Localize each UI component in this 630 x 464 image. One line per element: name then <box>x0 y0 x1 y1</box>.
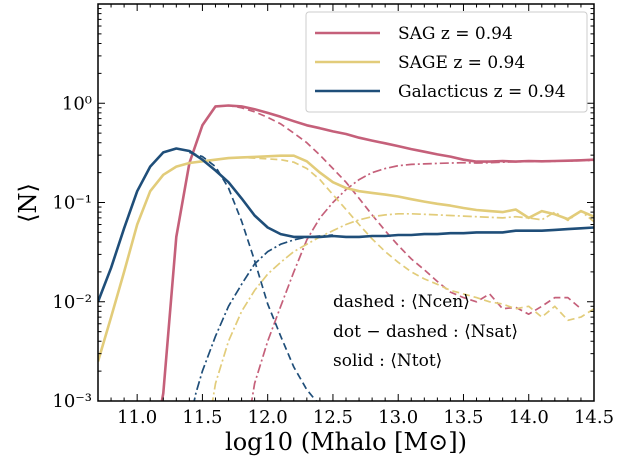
y-tick-label: 10⁻³ <box>52 391 92 412</box>
line-style-annotations: dashed : ⟨Ncen⟩ dot − dashed : ⟨Nsat⟩ so… <box>333 292 518 371</box>
series-line-sag-central <box>215 104 582 316</box>
series-line-sag-total <box>160 104 594 401</box>
y-axis-title: ⟨N⟩ <box>14 183 42 223</box>
series-line-galacticus-central <box>189 151 318 401</box>
x-tick-label: 12.0 <box>248 407 288 428</box>
x-tick-label: 14.0 <box>509 407 549 428</box>
series-line-galacticus-total <box>98 147 594 303</box>
x-tick-label: 13.5 <box>443 407 483 428</box>
series-line-sage-satellite <box>211 210 594 401</box>
legend-box <box>305 11 588 113</box>
x-tick-label: 14.5 <box>574 407 614 428</box>
legend-label-sage: SAGE z = 0.94 <box>398 53 525 73</box>
x-axis-title: log10 (Mhalo [M⊙]) <box>225 428 467 456</box>
y-tick-label: 10⁻¹ <box>52 193 92 214</box>
x-tick-label: 11.5 <box>182 407 222 428</box>
y-tick-label: 10⁰ <box>62 93 92 114</box>
legend-label-sag: SAG z = 0.94 <box>398 24 513 44</box>
annotation-solid: solid : ⟨Ntot⟩ <box>333 351 442 371</box>
x-tick-label: 11.0 <box>117 407 157 428</box>
axis-ticks: 11.0 11.5 12.0 12.5 13.0 13.5 14.0 14.5 10⁻³ 10⁻²… <box>52 4 614 428</box>
series-line-sage-central <box>215 156 594 322</box>
y-tick-label: 10⁻² <box>52 292 92 313</box>
series-line-sag-satellite <box>250 159 594 401</box>
series-line-galacticus-satellite <box>193 234 333 401</box>
series-layer <box>98 104 594 401</box>
x-tick-label: 12.5 <box>313 407 353 428</box>
legend: SAG z = 0.94 SAGE z = 0.94 Galacticus z … <box>305 11 588 113</box>
annotation-dashed: dashed : ⟨Ncen⟩ <box>333 292 470 312</box>
legend-label-galacticus: Galacticus z = 0.94 <box>398 82 566 102</box>
x-tick-label: 13.0 <box>378 407 418 428</box>
annotation-dot-dashed: dot − dashed : ⟨Nsat⟩ <box>333 322 518 342</box>
series-line-sage-total <box>98 154 594 362</box>
